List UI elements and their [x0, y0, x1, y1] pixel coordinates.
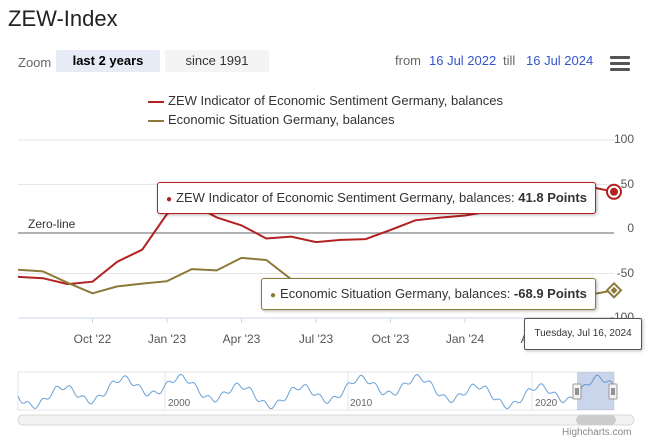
legend-label: Economic Situation Germany, balances [168, 112, 395, 127]
navigator-scrollbar-thumb[interactable] [576, 415, 616, 425]
x-tick-label: Oct '22 [73, 332, 112, 346]
tooltip-date: Tuesday, Jul 16, 2024 [524, 318, 642, 350]
range-till-input[interactable]: 16 Jul 2024 [526, 53, 594, 68]
navigator-right-handle[interactable] [608, 383, 618, 400]
zero-line-label: Zero-line [28, 217, 76, 231]
handle-body [608, 383, 618, 400]
bullet-icon: ● [166, 194, 173, 205]
navigator-year-label: 2000 [168, 398, 191, 409]
range-from-input[interactable]: 16 Jul 2022 [429, 53, 497, 68]
y-tick-label: -50 [616, 265, 634, 280]
handle-body [572, 383, 582, 400]
tooltip-situation-text: Economic Situation Germany, balances: [280, 286, 514, 301]
x-tick-label: Apr '23 [222, 332, 261, 346]
navigator-selected-range [577, 372, 614, 410]
zoom-label: Zoom [18, 55, 52, 70]
legend-item-sentiment[interactable]: ZEW Indicator of Economic Sentiment Germ… [148, 93, 503, 108]
credits-link[interactable]: Highcharts.com [562, 427, 632, 438]
x-tick-label: Jan '23 [147, 332, 187, 346]
navigator-scrollbar[interactable] [17, 414, 635, 426]
tooltip-sentiment-value: 41.8 Points [518, 190, 587, 205]
tooltip-sentiment-text: ZEW Indicator of Economic Sentiment Germ… [176, 190, 519, 205]
tooltip-situation-value: -68.9 Points [513, 286, 587, 301]
data-point-marker [610, 187, 618, 196]
navigator-left-handle[interactable] [572, 383, 582, 400]
legend-item-situation[interactable]: Economic Situation Germany, balances [148, 112, 395, 127]
navigator-year-label: 2010 [350, 398, 373, 409]
legend-line-icon [148, 100, 164, 103]
chart-title: ZEW-Index [8, 6, 118, 31]
x-tick-label: Oct '23 [371, 332, 410, 346]
y-tick-label: 0 [627, 221, 634, 235]
y-tick-label: 50 [620, 176, 634, 191]
tooltip-situation: ● Economic Situation Germany, balances: -… [261, 278, 596, 310]
bullet-icon: ● [270, 290, 277, 301]
y-tick-label: 100 [613, 132, 634, 146]
range-from-label: from [395, 53, 421, 68]
x-tick-label: Jan '24 [445, 332, 485, 346]
tooltip-sentiment: ● ZEW Indicator of Economic Sentiment Ger… [157, 182, 596, 214]
hamburger-menu-icon[interactable] [610, 56, 630, 72]
x-tick-label: Jul '23 [298, 332, 334, 346]
navigator-year-label: 2020 [535, 398, 558, 409]
legend-line-icon [148, 119, 164, 122]
zoom-last-2-years-button[interactable]: last 2 years [56, 50, 160, 72]
zoom-since-1991-button[interactable]: since 1991 [165, 50, 269, 72]
range-till-label: till [503, 53, 516, 68]
navigator-series-line [17, 373, 615, 410]
data-point-marker [610, 286, 618, 294]
legend-label: ZEW Indicator of Economic Sentiment Germ… [168, 93, 504, 108]
